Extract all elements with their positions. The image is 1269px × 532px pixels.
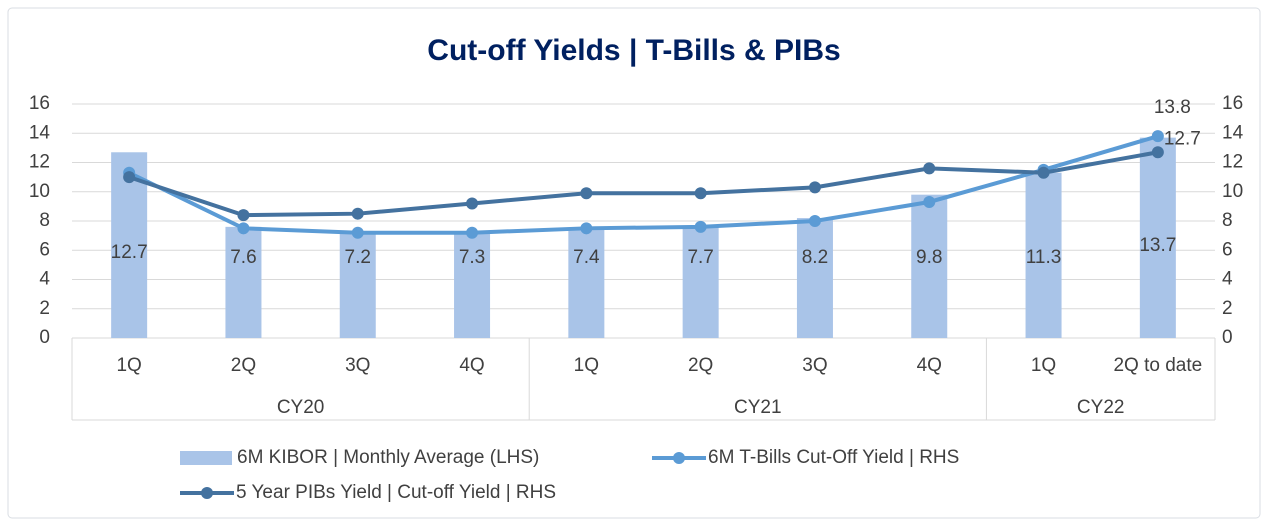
line-marker (1151, 130, 1164, 143)
y-tick-label: 0 (39, 327, 50, 348)
data-label: 13.7 (1139, 235, 1176, 256)
y2-tick-label: 4 (1222, 269, 1233, 290)
data-label: 8.2 (802, 247, 828, 268)
x-tick-label: 3Q (802, 355, 827, 376)
bar (1025, 172, 1062, 338)
data-label: 7.7 (687, 247, 713, 268)
bar (454, 231, 491, 338)
y2-tick-label: 14 (1222, 122, 1244, 143)
data-label: 9.8 (916, 247, 942, 268)
data-label: 12.7 (111, 242, 148, 263)
y2-tick-label: 8 (1222, 210, 1233, 231)
line-marker (580, 187, 593, 200)
chart-title: Cut-off Yields | T-Bills & PIBs (427, 34, 840, 67)
bar (339, 232, 376, 338)
line-marker (351, 226, 364, 239)
line-marker (237, 222, 250, 235)
legend-swatch (180, 451, 232, 465)
line-marker (694, 187, 707, 200)
data-label: 11.3 (1026, 247, 1062, 268)
x-tick-label: 2Q (688, 355, 713, 376)
line-marker (466, 226, 479, 239)
y-tick-label: 12 (29, 152, 50, 173)
x-tick-label: 1Q (116, 355, 141, 376)
bar (1139, 137, 1176, 338)
legend-marker (673, 452, 685, 464)
group-label: CY20 (277, 397, 325, 418)
line-marker (351, 207, 364, 220)
bar (568, 229, 605, 338)
y2-tick-label: 12 (1222, 152, 1243, 173)
y2-tick-label: 10 (1222, 181, 1243, 202)
data-label: 13.8 (1154, 97, 1191, 118)
legend-label: 6M T-Bills Cut-Off Yield | RHS (708, 447, 959, 468)
bar (225, 226, 262, 338)
line-marker (237, 209, 250, 222)
line-marker (123, 171, 136, 184)
bar (796, 218, 833, 338)
line-marker (580, 222, 593, 235)
y2-tick-label: 6 (1222, 239, 1233, 260)
y-tick-label: 16 (29, 93, 50, 114)
y-tick-label: 14 (29, 122, 51, 143)
y-tick-label: 8 (39, 210, 50, 231)
line-marker (923, 195, 936, 208)
group-label: CY22 (1077, 397, 1125, 418)
legend-label: 5 Year PIBs Yield | Cut-off Yield | RHS (236, 482, 556, 503)
data-label: 7.4 (573, 247, 600, 268)
data-label: 7.6 (230, 247, 256, 268)
x-tick-label: 1Q (1031, 355, 1056, 376)
x-tick-label: 1Q (574, 355, 599, 376)
data-label: 7.2 (345, 247, 371, 268)
x-tick-label: 2Q to date (1113, 355, 1202, 376)
x-tick-label: 3Q (345, 355, 370, 376)
line-marker (466, 197, 479, 210)
y2-tick-label: 2 (1222, 298, 1233, 319)
x-tick-label: 4Q (917, 355, 942, 376)
x-tick-label: 4Q (459, 355, 484, 376)
line-marker (1037, 166, 1050, 179)
line-marker (923, 162, 936, 175)
line-marker (1151, 146, 1164, 159)
group-label: CY21 (734, 397, 782, 418)
line-marker (694, 220, 707, 233)
legend-label: 6M KIBOR | Monthly Average (LHS) (237, 447, 539, 468)
y-tick-label: 4 (39, 269, 50, 290)
chart-frame (7, 7, 1261, 519)
line-marker (808, 181, 821, 194)
data-label: 7.3 (459, 247, 485, 268)
bar (682, 225, 719, 338)
y-tick-label: 10 (29, 181, 50, 202)
y2-tick-label: 0 (1222, 327, 1233, 348)
x-tick-label: 2Q (231, 355, 256, 376)
bar (911, 194, 948, 338)
y-tick-label: 6 (39, 239, 50, 260)
data-label: 12.7 (1164, 128, 1201, 149)
legend-marker (201, 487, 213, 499)
line (128, 134, 1159, 235)
y-tick-label: 2 (39, 298, 50, 319)
line-marker (808, 215, 821, 227)
line (128, 150, 1159, 218)
y2-tick-label: 16 (1222, 93, 1243, 114)
